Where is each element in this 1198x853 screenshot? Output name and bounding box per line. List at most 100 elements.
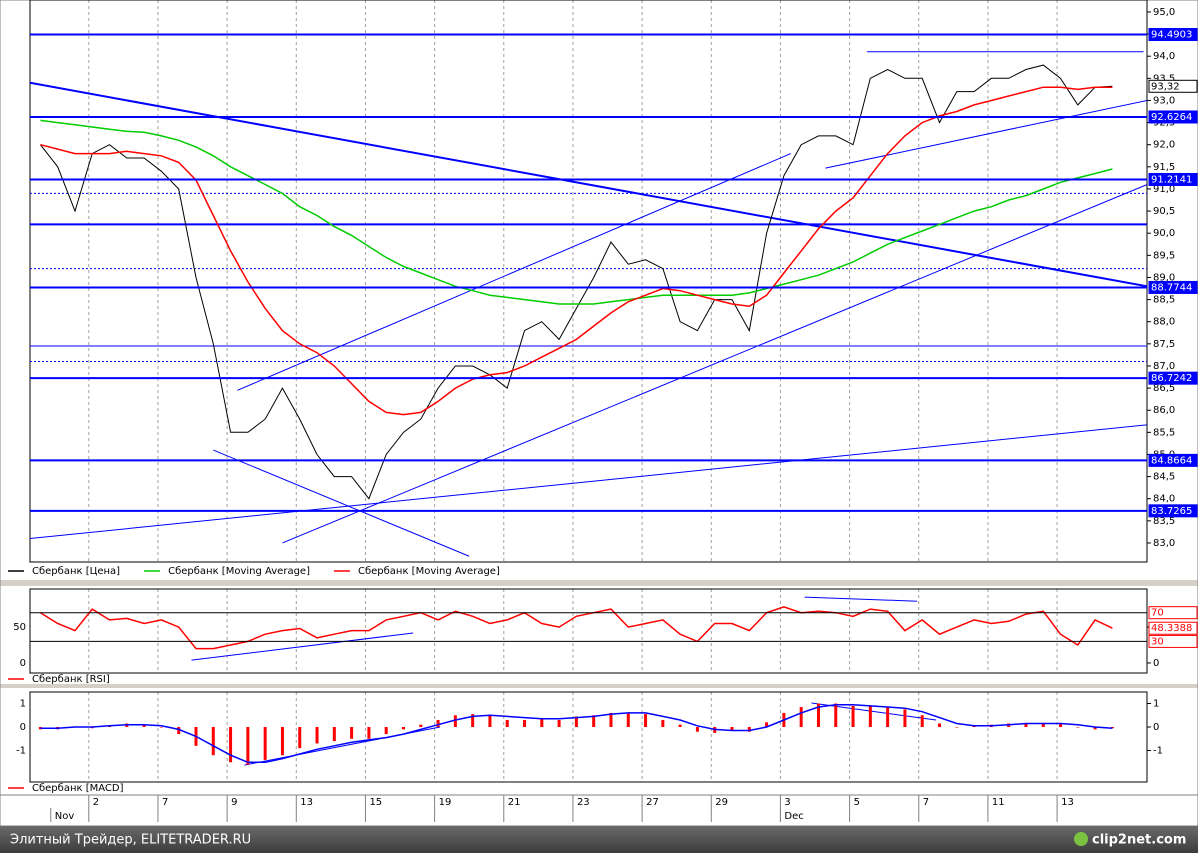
y-tick-label: 95,0 [1153, 7, 1175, 18]
histogram-bar [298, 727, 302, 749]
x-tick-label: 5 [854, 797, 860, 808]
level-box [1148, 634, 1198, 648]
histogram-bar [436, 719, 440, 728]
y-tick-label: 86,0 [1153, 405, 1175, 416]
y-tick-label: 90,0 [1153, 228, 1175, 239]
month-label: Nov [55, 811, 75, 822]
y-tick-label: 84,5 [1153, 472, 1175, 483]
level-label: 30 [1151, 636, 1164, 647]
legend-label: Сбербанк [Moving Average] [168, 566, 310, 577]
x-tick-label: 11 [992, 797, 1005, 808]
histogram-bar [159, 727, 163, 728]
level-box [1148, 453, 1198, 467]
trendline [237, 153, 792, 391]
y-tick-label: 87,0 [1153, 361, 1175, 372]
histogram-bar [955, 727, 959, 728]
x-tick-label: 13 [1061, 797, 1074, 808]
histogram-bar [799, 707, 803, 728]
histogram-bar [695, 727, 699, 732]
plot-area [30, 33, 1147, 557]
histogram-bar [280, 727, 284, 756]
series-line [40, 64, 1113, 500]
level-label: 94.4903 [1151, 30, 1192, 41]
level-label: 84.8664 [1151, 455, 1192, 466]
legend-label: Сбербанк [RSI] [32, 674, 110, 685]
y-tick-label: 94,0 [1153, 51, 1175, 62]
y-tick-label: 88,5 [1153, 295, 1175, 306]
footer-text: Элитный Трейдер, ELITETRADER.RU [10, 833, 251, 848]
histogram-bar [592, 715, 596, 728]
histogram-bar [332, 727, 336, 742]
histogram-bar [730, 727, 734, 731]
level-label: 91.2141 [1151, 174, 1192, 185]
histogram-bar [315, 727, 319, 744]
separator [0, 684, 1198, 688]
trendline [825, 99, 1147, 169]
legend-label: Сбербанк [Цена] [32, 566, 120, 577]
y-tick-label: -1 [1153, 746, 1163, 757]
histogram-bar [38, 727, 42, 730]
histogram-bar [246, 727, 250, 765]
y-tick-label: 0 [1153, 722, 1159, 733]
last-box [1148, 621, 1198, 635]
level-label: 86.7242 [1151, 373, 1192, 384]
histogram-bar [453, 715, 457, 728]
y-tick-label: 0 [20, 722, 26, 733]
logo-text: clip2net.com [1092, 833, 1186, 848]
y-tick-label: 85,5 [1153, 427, 1175, 438]
month-label: Dec [784, 811, 803, 822]
histogram-bar [401, 727, 405, 730]
x-tick-label: 23 [577, 797, 590, 808]
y-tick-label: 91,5 [1153, 162, 1175, 173]
histogram-bar [1076, 727, 1080, 728]
legend-label: Сбербанк [MACD] [32, 783, 124, 794]
level-box [1148, 606, 1198, 620]
histogram-bar [540, 718, 544, 728]
level-label: 92.6264 [1151, 112, 1192, 123]
legend-label: Сбербанк [Moving Average] [358, 566, 500, 577]
histogram-bar [678, 724, 682, 728]
series-line [40, 606, 1113, 650]
trendline [191, 632, 414, 661]
histogram-bar [851, 705, 855, 728]
histogram-bar [177, 727, 181, 735]
histogram-bar [505, 719, 509, 728]
status-bar [0, 826, 1198, 853]
panel-frame [29, 588, 1148, 674]
histogram-bar [1093, 727, 1097, 730]
x-tick-label: 21 [508, 797, 521, 808]
histogram-bar [1041, 723, 1045, 728]
y-tick-label: 86,5 [1153, 383, 1175, 394]
level-box [1148, 110, 1198, 124]
histogram-bar [142, 724, 146, 728]
y-tick-label: 90,5 [1153, 206, 1175, 217]
series-line [40, 703, 1113, 764]
y-tick-label: -1 [16, 746, 26, 757]
last-box [1148, 79, 1198, 93]
y-tick-label: 0 [1153, 658, 1159, 669]
level-box [1148, 172, 1198, 186]
histogram-bar [523, 719, 527, 728]
separator [0, 580, 1198, 586]
y-tick-label: 93,5 [1153, 73, 1175, 84]
histogram-bar [609, 712, 613, 728]
x-tick-label: 2 [93, 797, 99, 808]
level-box [1148, 504, 1198, 518]
histogram-bar [350, 727, 354, 739]
y-tick-label: 89,5 [1153, 250, 1175, 261]
series-line [40, 119, 1113, 305]
x-tick-label: 29 [715, 797, 728, 808]
y-tick-label: 92,0 [1153, 140, 1175, 151]
histogram-bar [419, 724, 423, 728]
trendline [282, 184, 1147, 544]
y-tick-label: 0 [20, 658, 26, 669]
series-line [40, 86, 1113, 416]
y-tick-label: 1 [20, 699, 26, 710]
histogram-bar [574, 716, 578, 728]
logo-icon [1074, 832, 1088, 846]
histogram-bar [868, 705, 872, 728]
histogram-bar [747, 727, 751, 732]
histogram-bar [816, 703, 820, 728]
histogram-bar [211, 727, 215, 756]
